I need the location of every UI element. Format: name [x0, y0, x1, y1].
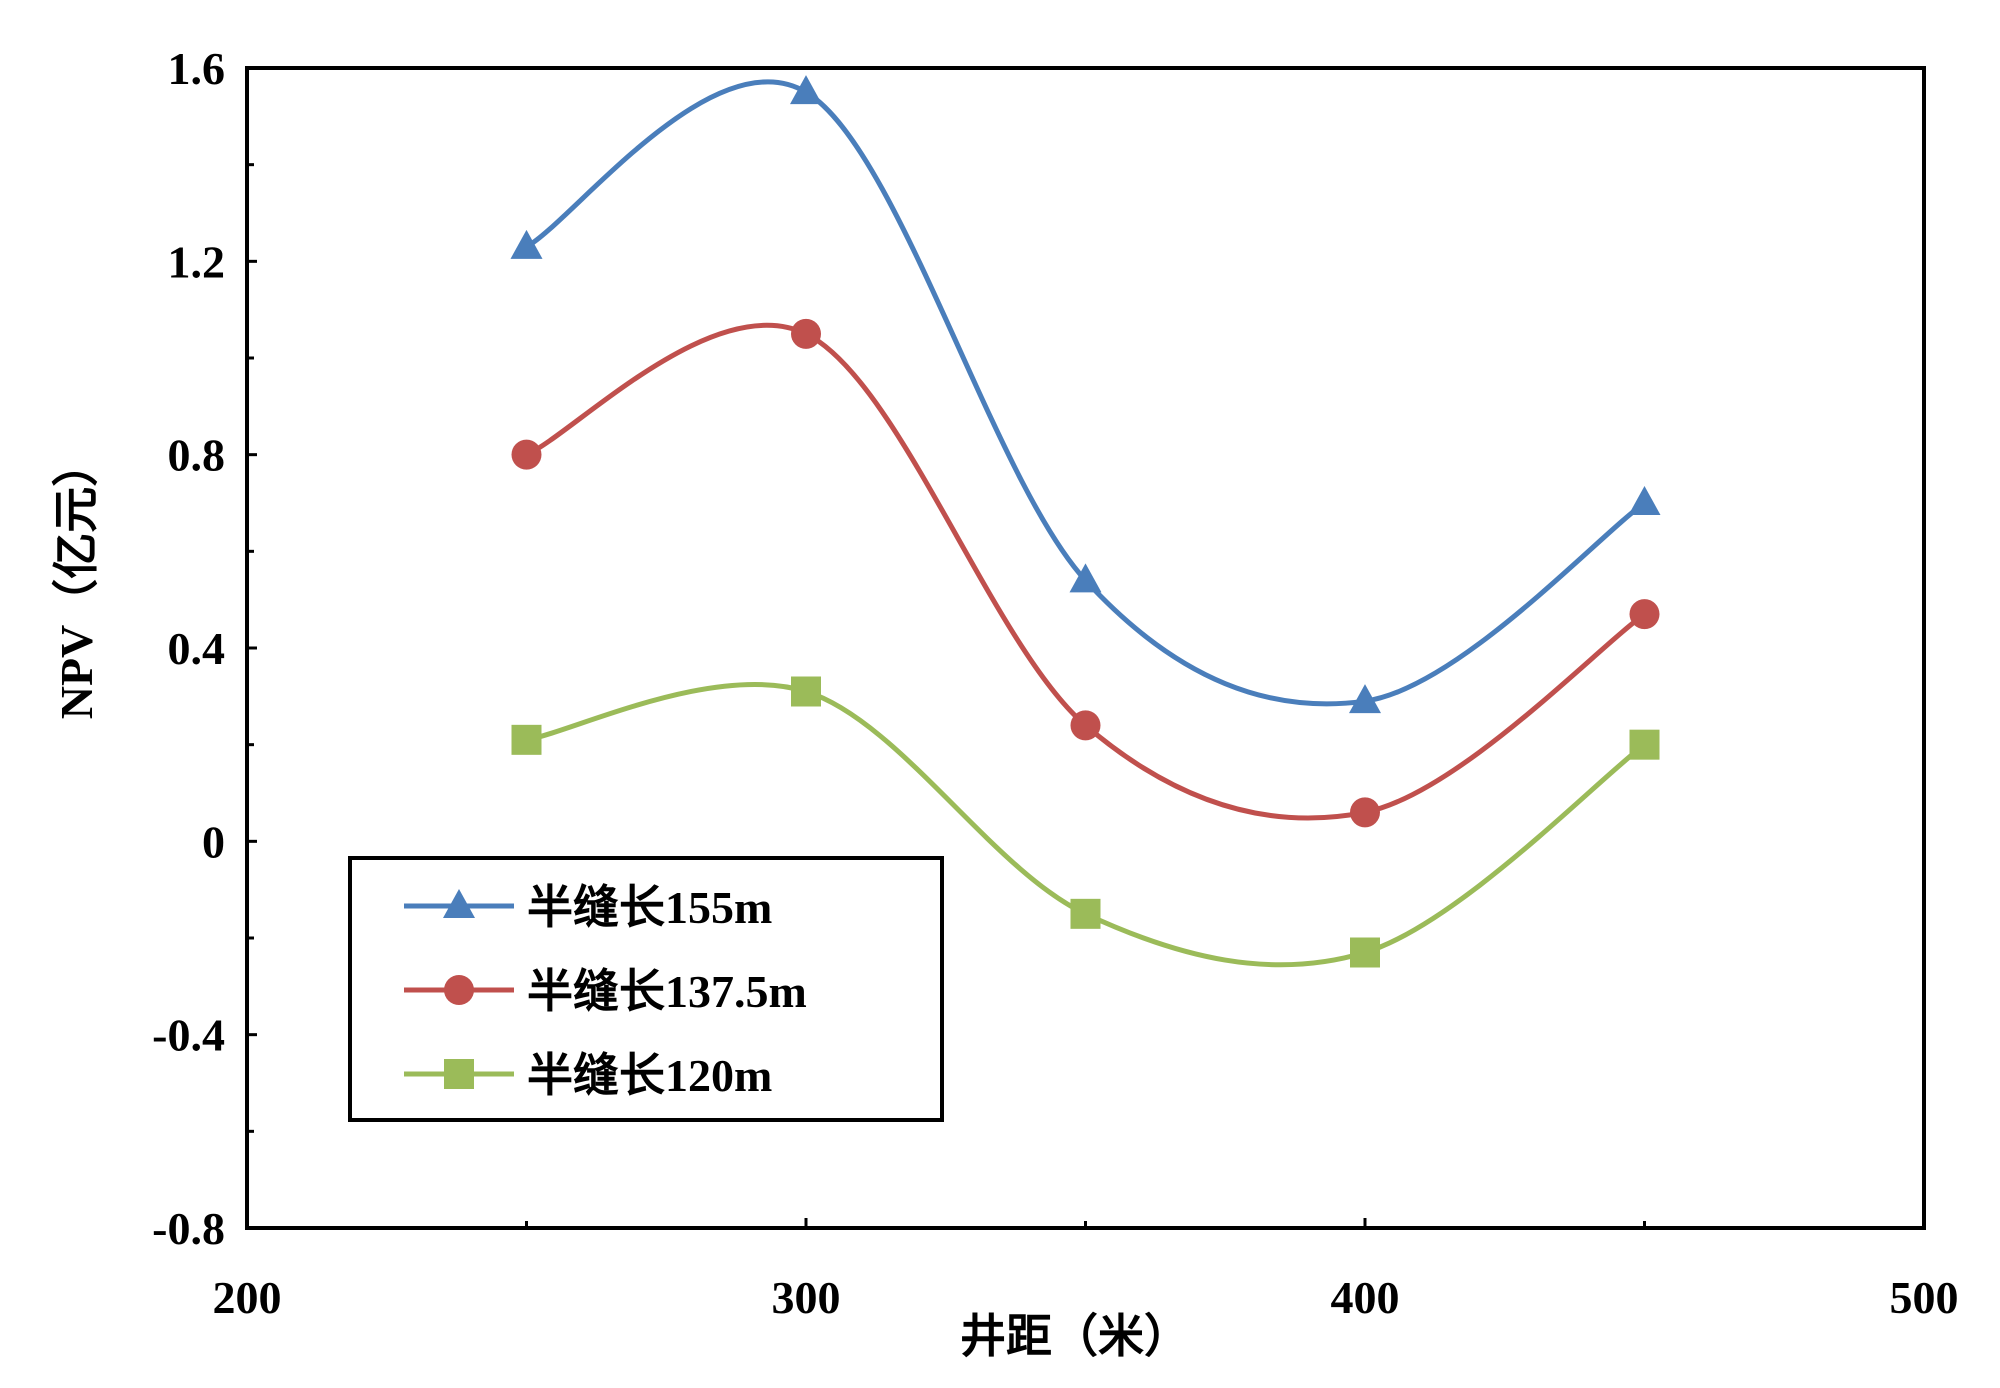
data-point-marker — [510, 229, 543, 259]
x-tick-label: 300 — [772, 1272, 841, 1323]
y-tick-label: 0.8 — [168, 430, 226, 481]
y-tick-label: 0 — [202, 816, 225, 867]
data-point-marker — [1350, 797, 1380, 828]
series-layer — [510, 75, 1661, 968]
data-point-marker — [791, 318, 821, 349]
data-point-marker — [1350, 937, 1380, 968]
legend-marker — [444, 975, 474, 1005]
data-point-marker — [791, 676, 821, 707]
legend-label: 半缝长137.5m — [527, 966, 807, 1017]
data-point-marker — [1629, 599, 1660, 630]
y-tick-label: -0.4 — [152, 1010, 225, 1061]
legend-label: 半缝长120m — [527, 1050, 772, 1101]
series-2 — [511, 318, 1660, 828]
legend-item: 半缝长155m — [404, 882, 772, 933]
series-1 — [510, 75, 1661, 714]
y-tick-label: 1.2 — [168, 236, 226, 287]
legend-label: 半缝长155m — [527, 882, 772, 933]
x-axis: 200 300 400 500 — [213, 1218, 1959, 1323]
legend-item: 半缝长120m — [404, 1050, 772, 1101]
x-tick-label: 500 — [1890, 1272, 1959, 1323]
x-axis-title: 井距（米） — [960, 1311, 1190, 1362]
x-tick-label: 200 — [213, 1272, 282, 1323]
legend-marker — [444, 1059, 474, 1089]
series-line — [525, 322, 1646, 821]
data-point-marker — [1628, 486, 1661, 515]
x-tick-label: 400 — [1331, 1272, 1400, 1323]
y-axis: -0.8 -0.4 0 0.4 0.8 1.2 1.6 — [152, 43, 257, 1254]
data-point-marker — [790, 75, 822, 105]
y-tick-label: -0.8 — [152, 1203, 225, 1254]
data-point-marker — [1070, 710, 1101, 741]
data-point-marker — [1629, 729, 1660, 760]
legend-marker — [443, 889, 475, 918]
y-tick-label: 0.4 — [168, 623, 226, 674]
data-point-marker — [1349, 684, 1381, 714]
data-point-marker — [511, 439, 542, 470]
data-point-marker — [1069, 563, 1102, 593]
legend: 半缝长155m 半缝长137.5m 半缝长120m — [348, 856, 944, 1122]
y-tick-label: 1.6 — [168, 43, 226, 94]
data-point-marker — [1070, 898, 1101, 929]
series-3 — [511, 676, 1660, 968]
y-axis-title: NPV（亿元） — [51, 441, 102, 720]
data-point-marker — [511, 724, 542, 755]
series-line — [525, 79, 1646, 707]
legend-item: 半缝长137.5m — [404, 966, 807, 1017]
